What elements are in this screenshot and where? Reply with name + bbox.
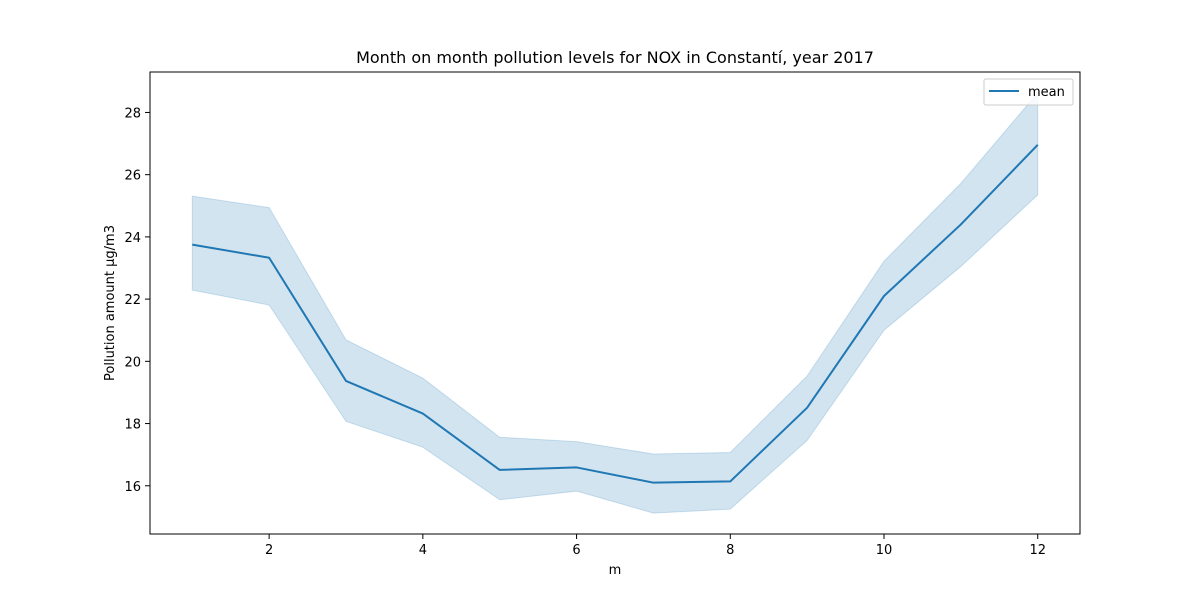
y-tick-label: 28: [124, 106, 141, 121]
y-tick-label: 18: [124, 418, 141, 433]
x-axis-label: m: [609, 563, 622, 578]
y-axis: 16 18 20 22 24 26 28: [124, 106, 150, 495]
y-tick-label: 22: [124, 293, 141, 308]
legend-label-mean: mean: [1028, 85, 1065, 100]
data-point: [344, 379, 348, 383]
y-tick-label: 24: [124, 231, 141, 246]
x-tick-label: 4: [419, 543, 427, 558]
data-point: [882, 294, 886, 298]
data-point: [498, 468, 502, 472]
data-point: [651, 481, 655, 485]
x-tick-label: 6: [572, 543, 580, 558]
x-tick-label: 12: [1029, 543, 1046, 558]
data-point: [421, 412, 425, 416]
x-tick-label: 8: [726, 543, 734, 558]
y-tick-label: 26: [124, 169, 141, 184]
legend-box: [983, 78, 1074, 106]
data-point: [575, 465, 579, 469]
legend: mean: [983, 78, 1074, 106]
plot-area: [190, 91, 1040, 514]
data-point: [805, 406, 809, 410]
y-tick-label: 20: [124, 355, 141, 370]
y-axis-label: Pollution amount µg/m3: [103, 225, 118, 381]
x-axis: 2 4 6 8 10 12: [265, 534, 1046, 558]
data-point: [267, 256, 271, 260]
data-point: [959, 222, 963, 226]
confidence-band-mean: [191, 91, 1039, 514]
x-tick-label: 2: [265, 543, 273, 558]
data-point: [1036, 143, 1040, 147]
data-point: [190, 243, 194, 247]
series-line-mean: [192, 144, 1039, 484]
plot-frame: [149, 71, 1081, 535]
y-tick-label: 16: [124, 480, 141, 495]
x-tick-label: 10: [876, 543, 893, 558]
chart-title: Month on month pollution levels for NOX …: [356, 48, 874, 67]
data-point: [728, 479, 732, 483]
